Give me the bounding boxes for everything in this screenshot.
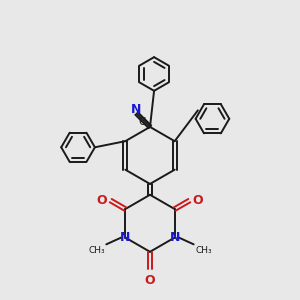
Text: CH₃: CH₃ — [195, 246, 212, 255]
Text: O: O — [145, 274, 155, 286]
Text: N: N — [130, 103, 141, 116]
Text: N: N — [169, 231, 180, 244]
Text: O: O — [97, 194, 107, 207]
Text: O: O — [193, 194, 203, 207]
Text: CH₃: CH₃ — [88, 246, 105, 255]
Text: C: C — [139, 117, 146, 127]
Text: N: N — [120, 231, 130, 244]
